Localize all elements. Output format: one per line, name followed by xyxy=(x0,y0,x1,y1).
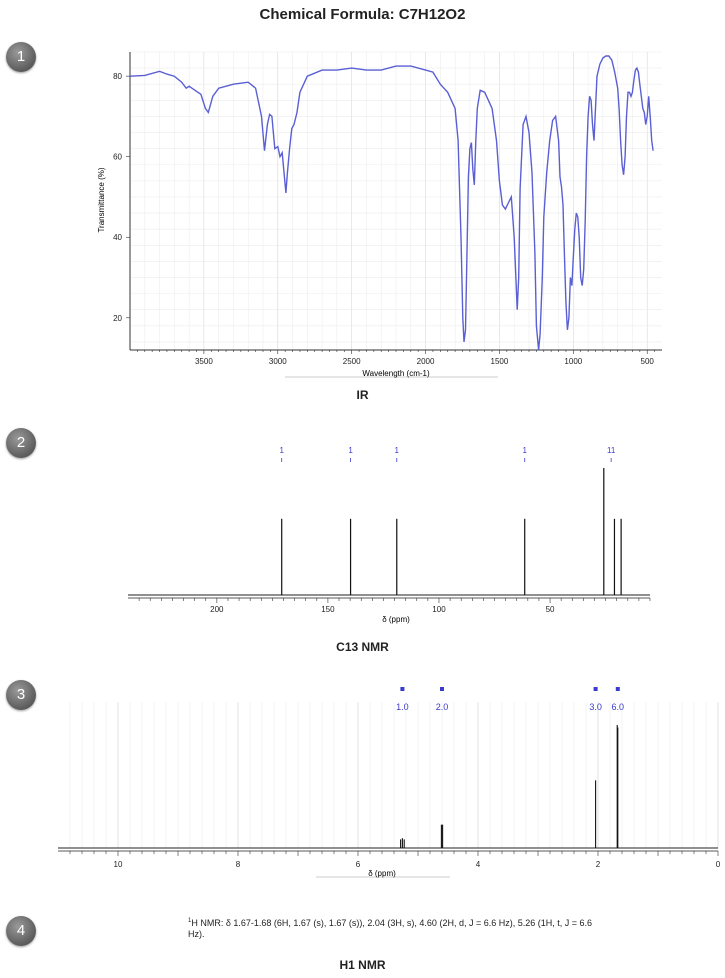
h1-x-tick-label: 8 xyxy=(236,860,241,869)
page-title: Chemical Formula: C7H12O2 xyxy=(259,6,466,23)
c13-x-axis-label: δ (ppm) xyxy=(382,615,410,624)
h1-x-tick-label: 2 xyxy=(596,860,601,869)
ir-y-tick-label: 60 xyxy=(113,153,122,162)
ir-x-axis-label: Wavelength (cm-1) xyxy=(362,369,430,378)
c13-integral-label: 1 xyxy=(348,446,353,455)
c13-x-tick-label: 150 xyxy=(321,605,335,614)
h1-integral-mark xyxy=(440,687,444,691)
h1-integral-label: 1.0 xyxy=(396,702,409,712)
ir-x-tick-label: 500 xyxy=(641,357,655,366)
h1-marks: 10 8 6 4 2 0 1.0 2.0 3.0 6.0 xyxy=(58,687,721,878)
step-badge-1: 1 xyxy=(6,42,36,72)
h1-x-tick-label: 4 xyxy=(476,860,481,869)
c13-integral-label: 1 xyxy=(279,446,284,455)
h1-integral-label: 6.0 xyxy=(612,702,625,712)
ir-y-tick-label: 40 xyxy=(113,233,122,242)
c13-integral-label: 1 xyxy=(522,446,527,455)
h1-nmr-superscript: 1 xyxy=(188,918,192,924)
h1-nmr-description-body: H NMR: δ 1.67-1.68 (6H, 1.67 (s), 1.67 (… xyxy=(188,918,593,939)
h1-integral-mark xyxy=(593,687,598,691)
c13-x-tick-label: 50 xyxy=(546,605,555,614)
ir-y-tick-label: 20 xyxy=(113,314,122,323)
ir-axes: 3500 3000 2500 2000 1500 1000 500 20 40 60 80 xyxy=(113,52,662,378)
c13-marks: 200 150 100 501 1 1 1 11 xyxy=(128,446,651,614)
ir-grid xyxy=(130,51,662,350)
h1-nmr-chart: 10 8 6 4 2 0 1.0 2.0 3.0 6.0 δ (ppm) xyxy=(58,687,721,878)
c13-nmr-chart: 200 150 100 501 1 1 1 11 δ (ppm) xyxy=(128,446,651,624)
ir-x-tick-label: 3500 xyxy=(195,357,213,366)
step-badge-3: 3 xyxy=(6,680,36,710)
c13-caption: C13 NMR xyxy=(336,640,389,654)
c13-integral-label: 1 xyxy=(395,446,400,455)
ir-x-tick-label: 1500 xyxy=(491,357,509,366)
ir-x-tick-label: 3000 xyxy=(269,357,287,366)
h1-x-tick-label: 0 xyxy=(716,860,721,869)
c13-x-tick-label: 100 xyxy=(432,605,446,614)
step-badge-2: 2 xyxy=(6,428,36,458)
h1-integral-mark xyxy=(400,687,405,691)
ir-caption: IR xyxy=(356,388,369,402)
ir-x-tick-label: 2000 xyxy=(417,357,435,366)
step-badge-4: 4 xyxy=(6,916,36,946)
ir-y-tick-label: 80 xyxy=(113,72,122,81)
ir-series-line xyxy=(129,55,654,351)
h1-x-tick-label: 6 xyxy=(356,860,361,869)
ir-chart: 3500 3000 2500 2000 1500 1000 500 20 40 60 80 Wave… xyxy=(97,51,662,378)
c13-x-tick-label: 200 xyxy=(210,605,224,614)
h1-x-axis-label: δ (ppm) xyxy=(368,869,396,878)
c13-integral-label: 11 xyxy=(607,446,616,455)
h1-x-tick-label: 10 xyxy=(114,860,123,869)
h1-integral-label: 2.0 xyxy=(436,702,449,712)
ir-x-tick-label: 1000 xyxy=(564,357,582,366)
h1-integral-label: 3.0 xyxy=(589,702,602,712)
h1-caption: H1 NMR xyxy=(339,958,386,972)
ir-x-tick-label: 2500 xyxy=(343,357,361,366)
ir-y-axis-label: Transmittance (%) xyxy=(97,167,106,232)
h1-nmr-description: 1H NMR: δ 1.67-1.68 (6H, 1.67 (s), 1.67 … xyxy=(188,916,608,940)
h1-integral-mark xyxy=(615,687,620,691)
